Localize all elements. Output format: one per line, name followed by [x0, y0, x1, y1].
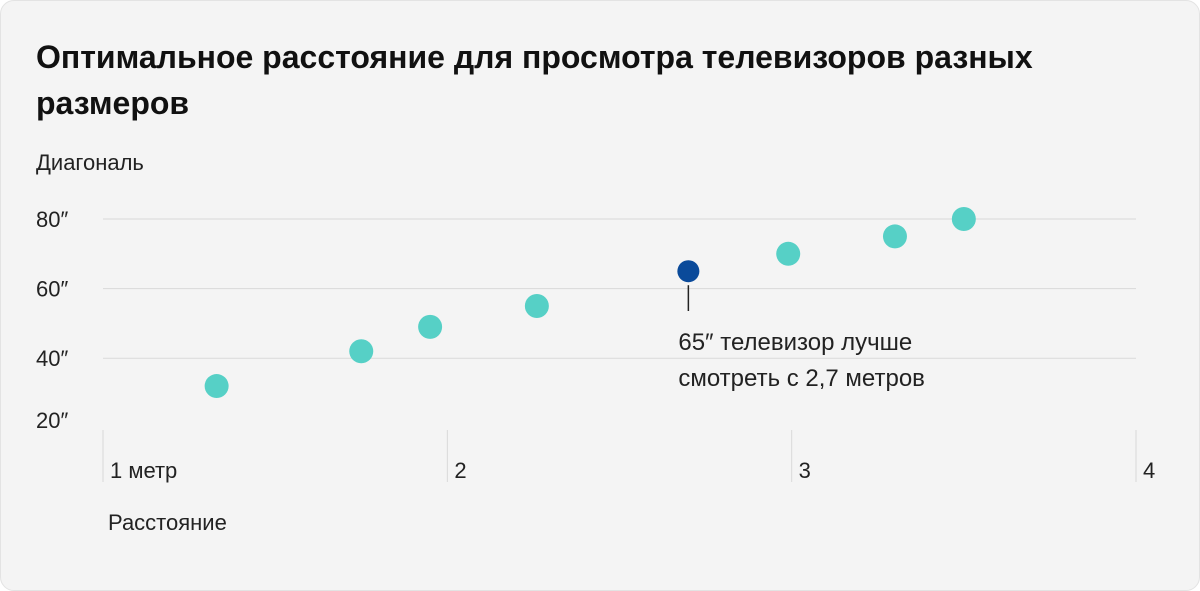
data-point — [204, 374, 229, 399]
annotation: 65″ телевизор лучше смотреть с 2,7 метров — [678, 285, 925, 392]
x-tick-label: 3 — [799, 458, 811, 483]
y-axis-label: Диагональ — [36, 150, 144, 175]
x-tick-label: 1 метр — [110, 458, 177, 483]
data-point — [418, 314, 443, 339]
grid-lines — [102, 218, 1137, 482]
axes: Диагональ 20″ 40″ 60″ 80″ 1 метр 2 3 4 Расстояние — [36, 150, 1155, 535]
y-tick-label: 60″ — [36, 277, 68, 302]
data-point — [882, 224, 907, 249]
x-tick-label: 2 — [454, 458, 466, 483]
y-tick-label: 40″ — [36, 346, 68, 371]
highlighted-point — [677, 260, 700, 283]
annotation-text-line: смотреть с 2,7 метров — [678, 365, 925, 392]
data-points — [204, 207, 976, 399]
chart-title: Оптимальное расстояние для просмотра тел… — [36, 39, 1033, 121]
data-point — [349, 339, 374, 364]
x-axis-label: Расстояние — [108, 510, 227, 535]
annotation-text-line: 65″ телевизор лучше — [678, 329, 912, 356]
y-tick-label: 20″ — [36, 408, 68, 433]
data-point — [951, 207, 976, 231]
data-point — [524, 294, 549, 318]
y-tick-label: 80″ — [36, 207, 68, 232]
x-tick-label: 4 — [1143, 458, 1155, 483]
data-point — [776, 241, 801, 266]
